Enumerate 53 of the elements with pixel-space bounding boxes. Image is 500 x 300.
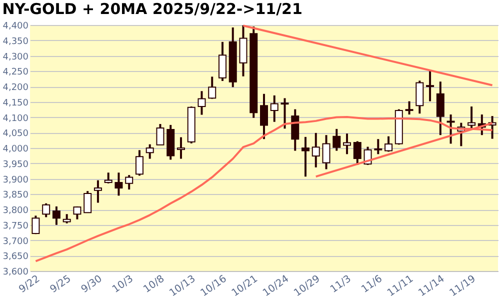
y-tick-label: 4,150 [2, 98, 29, 108]
candlestick [156, 123, 164, 146]
candlestick [94, 179, 102, 204]
candlestick [384, 135, 393, 153]
candlestick [135, 149, 144, 177]
y-tick-label: 4,000 [2, 144, 29, 154]
candlestick [62, 213, 71, 224]
candlestick [405, 100, 414, 116]
candlestick [125, 174, 134, 191]
candlestick [353, 140, 362, 166]
y-tick-label: 4,050 [2, 129, 29, 140]
candlestick [73, 205, 82, 220]
line-series [34, 116, 494, 262]
candlestick [436, 80, 444, 136]
y-tick-label: 4,350 [2, 36, 29, 47]
candlestick [291, 108, 300, 152]
candlestick [322, 134, 330, 170]
candlestick [468, 105, 476, 130]
y-tick-label: 4,200 [2, 83, 29, 93]
candlestick [176, 136, 185, 160]
candlestick [104, 172, 112, 184]
chart-title: NY-GOLD + 20MA 2025/9/22->11/21 [2, 0, 302, 18]
candlestick [198, 90, 206, 116]
candlestick [312, 132, 320, 168]
candlestick [446, 113, 455, 145]
candlestick [146, 143, 154, 160]
candlestick [302, 136, 310, 178]
candlestick [208, 76, 216, 100]
candlestick [218, 40, 226, 82]
y-tick-label: 3,650 [2, 252, 29, 262]
y-tick-label: 3,950 [2, 160, 29, 170]
candlestick [374, 138, 382, 156]
candlestick [416, 80, 424, 115]
candlestick [280, 97, 289, 130]
y-tick-label: 4,300 [2, 52, 29, 62]
candlestick [270, 94, 278, 123]
y-tick-label: 3,900 [2, 175, 29, 186]
candlestick [332, 128, 341, 152]
candlestick [52, 205, 60, 226]
y-tick-label: 4,100 [2, 114, 29, 124]
candlestick [114, 172, 123, 197]
candlestick [42, 202, 50, 218]
y-tick-label: 4,250 [2, 68, 29, 78]
y-tick-label: 3,850 [2, 190, 29, 201]
y-tick-label: 3,800 [2, 206, 29, 216]
candlestick [343, 132, 352, 156]
candlestick [426, 69, 434, 102]
candlestick [32, 214, 40, 236]
candlestick [260, 92, 268, 140]
candlestick [84, 190, 92, 214]
y-tick-label: 4,400 [2, 22, 29, 32]
y-tick-label: 3,750 [2, 221, 29, 232]
y-tick-label: 3,700 [2, 236, 29, 247]
